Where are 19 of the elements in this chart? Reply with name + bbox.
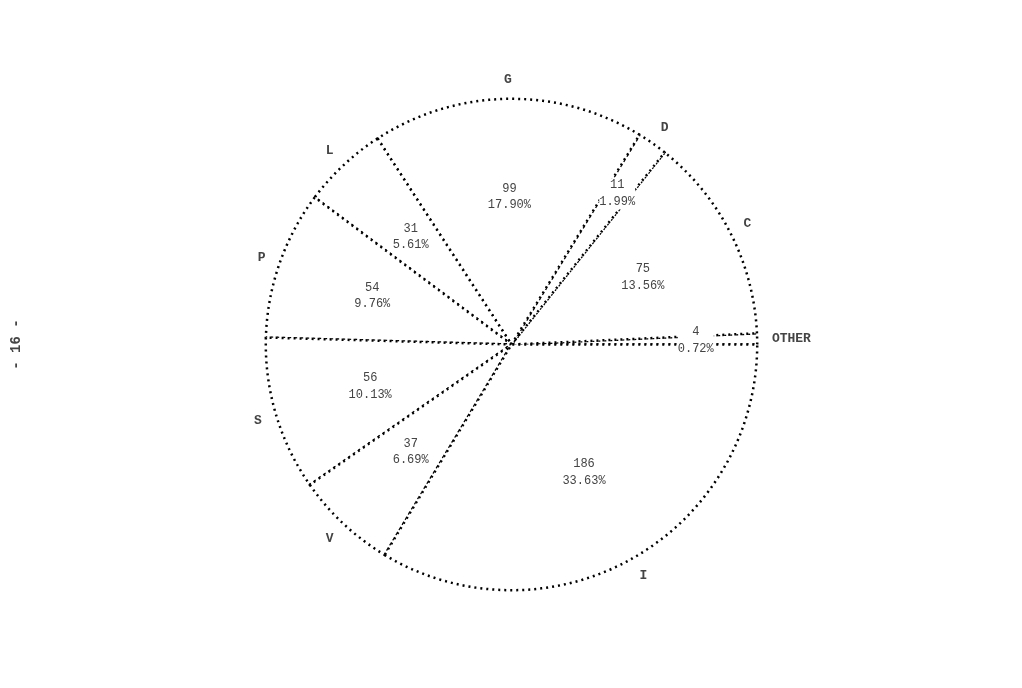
- data-label: 186 33.63%: [562, 457, 607, 489]
- data-label: 11 1.99%: [599, 178, 636, 209]
- data-label: 56 10.13%: [348, 371, 393, 403]
- slice-label: L: [325, 143, 334, 159]
- slice-label: V: [325, 530, 334, 546]
- text: - 16 -: [7, 319, 24, 370]
- data-label: 75 13.56%: [621, 262, 666, 293]
- slice-label: OTHER: [771, 330, 812, 346]
- slice-label: I: [639, 568, 648, 584]
- data-label: 99 17.90%: [487, 181, 532, 213]
- data-label: 4 0.72%: [677, 324, 715, 356]
- slice-label: P: [257, 249, 266, 265]
- data-label: 37 6.69%: [392, 436, 430, 468]
- data-label: 31 5.61%: [392, 221, 430, 253]
- slice-label: S: [254, 412, 263, 428]
- slice-label: G: [503, 71, 512, 87]
- slice-label: D: [660, 119, 669, 135]
- slice-label: C: [743, 216, 752, 232]
- data-label: 54 9.76%: [354, 280, 392, 312]
